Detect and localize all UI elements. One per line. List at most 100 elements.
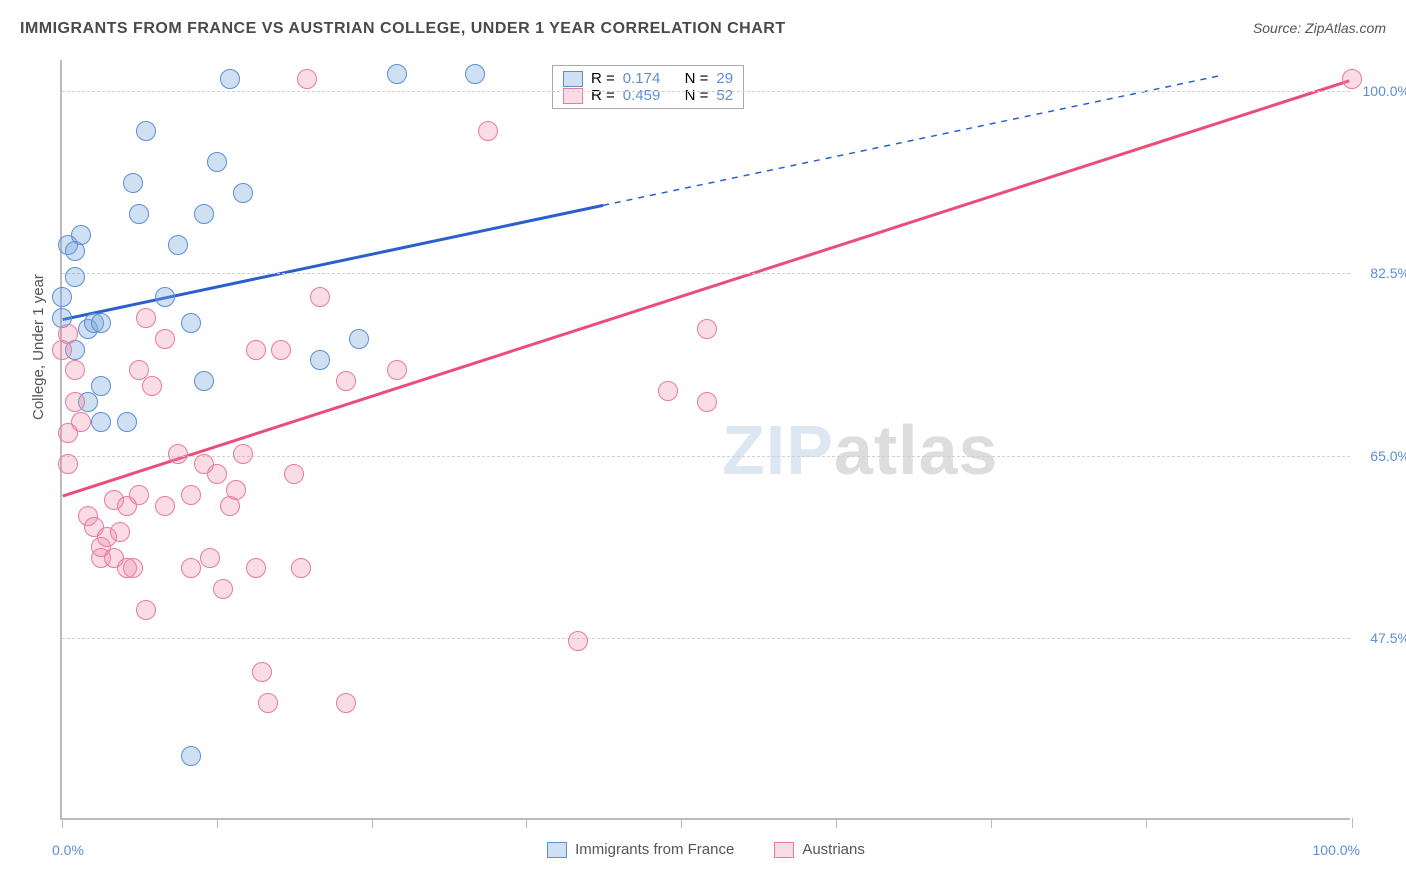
data-point [297, 69, 317, 89]
legend-swatch [563, 71, 583, 87]
data-point [136, 600, 156, 620]
legend-swatch [547, 842, 567, 858]
data-point [168, 444, 188, 464]
watermark-zip: ZIP [722, 411, 834, 489]
data-point [52, 287, 72, 307]
legend-r-value: 0.174 [623, 70, 661, 87]
source-name[interactable]: ZipAtlas.com [1305, 20, 1386, 36]
legend-series-label: Austrians [802, 841, 865, 858]
data-point [194, 204, 214, 224]
data-point [220, 69, 240, 89]
x-tick [991, 818, 992, 828]
chart-title: IMMIGRANTS FROM FRANCE VS AUSTRIAN COLLE… [20, 20, 786, 38]
watermark-atlas: atlas [834, 411, 999, 489]
data-point [181, 485, 201, 505]
y-axis-title: College, Under 1 year [30, 274, 47, 420]
legend-row: R = 0.459 N = 52 [563, 87, 733, 104]
data-point [117, 412, 137, 432]
data-point [129, 485, 149, 505]
trend-lines [62, 60, 1350, 818]
data-point [233, 444, 253, 464]
legend-r-value: 0.459 [623, 87, 661, 104]
data-point [465, 64, 485, 84]
data-point [155, 329, 175, 349]
data-point [213, 579, 233, 599]
x-tick [681, 818, 682, 828]
legend-swatch [563, 88, 583, 104]
data-point [207, 464, 227, 484]
source-prefix: Source: [1253, 20, 1301, 36]
data-point [91, 313, 111, 333]
gridline [62, 91, 1350, 92]
data-point [336, 693, 356, 713]
legend-series-item: Austrians [774, 841, 865, 858]
legend-swatch [774, 842, 794, 858]
data-point [110, 522, 130, 542]
y-tick-label: 82.5% [1370, 265, 1406, 281]
data-point [91, 376, 111, 396]
data-point [246, 558, 266, 578]
data-point [310, 350, 330, 370]
data-point [336, 371, 356, 391]
scatter-chart: ZIPatlas R = 0.174 N = 29R = 0.459 N = 5… [60, 60, 1350, 820]
data-point [155, 287, 175, 307]
data-point [194, 371, 214, 391]
data-point [233, 183, 253, 203]
legend-correlation: R = 0.174 N = 29R = 0.459 N = 52 [552, 65, 744, 109]
data-point [349, 329, 369, 349]
legend-n-prefix: N = [685, 70, 709, 87]
data-point [658, 381, 678, 401]
y-tick-label: 47.5% [1370, 630, 1406, 646]
y-tick-label: 65.0% [1370, 448, 1406, 464]
data-point [310, 287, 330, 307]
data-point [91, 412, 111, 432]
data-point [697, 392, 717, 412]
legend-r-prefix: R = [591, 87, 615, 104]
legend-row: R = 0.174 N = 29 [563, 70, 733, 87]
data-point [181, 746, 201, 766]
data-point [155, 496, 175, 516]
data-point [136, 308, 156, 328]
data-point [284, 464, 304, 484]
data-point [478, 121, 498, 141]
data-point [71, 225, 91, 245]
source-label: Source: ZipAtlas.com [1253, 20, 1386, 36]
x-tick [1352, 818, 1353, 828]
x-tick [372, 818, 373, 828]
data-point [181, 558, 201, 578]
legend-n-value: 52 [716, 87, 733, 104]
gridline [62, 273, 1350, 274]
data-point [58, 454, 78, 474]
x-tick [217, 818, 218, 828]
data-point [123, 558, 143, 578]
x-tick [836, 818, 837, 828]
data-point [168, 235, 188, 255]
x-tick [526, 818, 527, 828]
data-point [207, 152, 227, 172]
data-point [65, 267, 85, 287]
data-point [142, 376, 162, 396]
data-point [291, 558, 311, 578]
data-point [58, 324, 78, 344]
data-point [697, 319, 717, 339]
data-point [387, 360, 407, 380]
data-point [181, 313, 201, 333]
x-tick [62, 818, 63, 828]
data-point [200, 548, 220, 568]
x-axis-min-label: 0.0% [52, 842, 84, 858]
data-point [123, 173, 143, 193]
legend-series-label: Immigrants from France [575, 841, 734, 858]
gridline [62, 638, 1350, 639]
x-axis-max-label: 100.0% [1313, 842, 1360, 858]
data-point [568, 631, 588, 651]
data-point [387, 64, 407, 84]
legend-series-item: Immigrants from France [547, 841, 734, 858]
data-point [271, 340, 291, 360]
data-point [65, 392, 85, 412]
legend-r-prefix: R = [591, 70, 615, 87]
data-point [65, 360, 85, 380]
data-point [1342, 69, 1362, 89]
x-tick [1146, 818, 1147, 828]
data-point [258, 693, 278, 713]
data-point [129, 204, 149, 224]
